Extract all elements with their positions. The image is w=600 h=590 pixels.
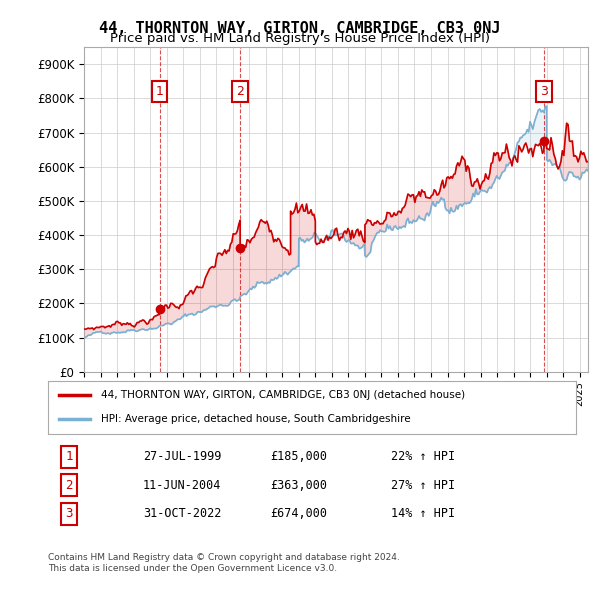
Text: 1: 1: [155, 85, 163, 98]
Text: Price paid vs. HM Land Registry's House Price Index (HPI): Price paid vs. HM Land Registry's House …: [110, 32, 490, 45]
Text: 22% ↑ HPI: 22% ↑ HPI: [391, 450, 455, 463]
Text: Contains HM Land Registry data © Crown copyright and database right 2024.
This d: Contains HM Land Registry data © Crown c…: [48, 553, 400, 573]
Text: 2: 2: [236, 85, 244, 98]
Text: 3: 3: [540, 85, 548, 98]
Text: 31-OCT-2022: 31-OCT-2022: [143, 507, 221, 520]
Text: £363,000: £363,000: [270, 479, 327, 492]
Text: £185,000: £185,000: [270, 450, 327, 463]
Text: 27% ↑ HPI: 27% ↑ HPI: [391, 479, 455, 492]
Text: 44, THORNTON WAY, GIRTON, CAMBRIDGE, CB3 0NJ (detached house): 44, THORNTON WAY, GIRTON, CAMBRIDGE, CB3…: [101, 391, 465, 401]
Text: 1: 1: [65, 450, 73, 463]
Text: HPI: Average price, detached house, South Cambridgeshire: HPI: Average price, detached house, Sout…: [101, 414, 410, 424]
Text: 11-JUN-2004: 11-JUN-2004: [143, 479, 221, 492]
Text: 2: 2: [65, 479, 73, 492]
Text: 27-JUL-1999: 27-JUL-1999: [143, 450, 221, 463]
Text: 14% ↑ HPI: 14% ↑ HPI: [391, 507, 455, 520]
Text: 44, THORNTON WAY, GIRTON, CAMBRIDGE, CB3 0NJ: 44, THORNTON WAY, GIRTON, CAMBRIDGE, CB3…: [99, 21, 501, 35]
Text: £674,000: £674,000: [270, 507, 327, 520]
Text: 3: 3: [65, 507, 73, 520]
